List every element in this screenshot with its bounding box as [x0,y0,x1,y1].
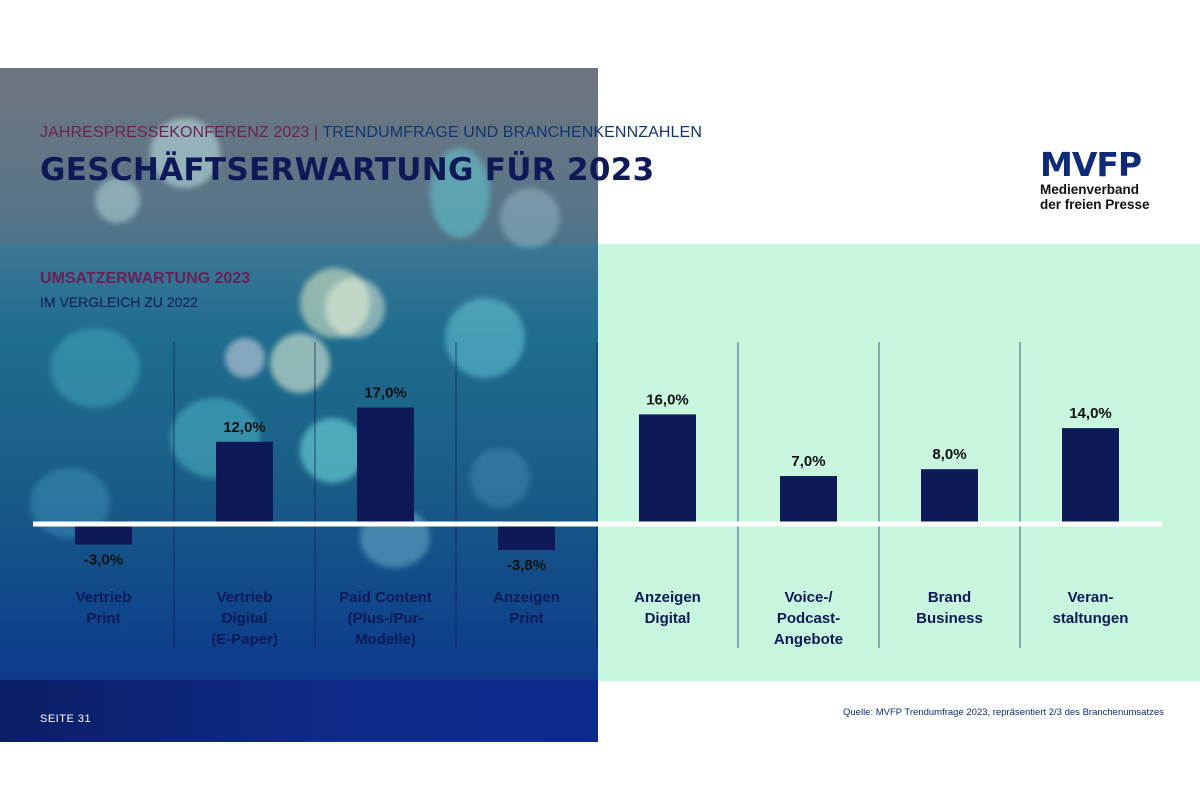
bar [357,407,414,524]
bokeh-light [300,268,370,338]
bar [216,441,273,524]
category-label: Anzeigen Print [493,589,560,627]
kicker-event: JAHRESPRESSEKONFERENZ 2023 [40,124,310,141]
category-label: Paid Content (Plus-/Pur-Modelle) [339,589,432,648]
data-label: 12,0% [223,419,266,436]
kicker-separator: | [313,124,319,141]
bokeh-light [150,118,220,188]
data-label: 14,0% [1069,405,1112,422]
logo-name-line1: Medienverband [1040,182,1140,197]
background-photo [0,68,598,742]
data-label: 8,0% [932,446,966,463]
logo-mark: MVFP [1040,145,1142,184]
kicker-topic: TRENDUMFRAGE UND BRANCHENKENNZAHLEN [322,124,702,141]
bar [639,414,696,524]
bokeh-light [270,333,330,393]
category-label: Vertrieb Print [76,589,132,627]
bokeh-light [225,338,265,378]
bar [780,476,837,524]
bokeh-light [445,298,525,378]
bokeh-light [95,178,140,223]
bar [921,469,978,524]
bokeh-light [300,418,365,483]
data-label: 16,0% [646,391,689,408]
chart-title: UMSATZERWARTUNG 2023 [40,270,251,287]
bokeh-light [500,188,560,248]
category-label: Vertrieb Digital (E-Paper) [211,589,278,648]
photo-top-band [0,68,598,244]
data-label: 17,0% [364,385,407,402]
photo-bottom-band [0,680,598,742]
category-label: Voice-/Podcast-Angebote [774,589,843,648]
bar [498,524,555,551]
page-number: SEITE 31 [40,713,92,725]
bokeh-light [325,278,385,338]
chart-subtitle: IM VERGLEICH ZU 2022 [40,294,198,310]
data-label: 7,0% [791,453,825,470]
page-title: GESCHÄFTSERWARTUNG FÜR 2023 [40,152,655,188]
bar [75,524,132,545]
data-label: -3,0% [84,552,123,569]
category-label: Anzeigen Digital [634,589,701,627]
page-kicker: JAHRESPRESSEKONFERENZ 2023 | TRENDUMFRAG… [40,124,702,142]
bokeh-light [470,448,530,508]
mvfp-logo: MVFP Medienverband der freien Presse [1040,145,1170,213]
data-label: -3,8% [507,557,546,574]
category-label: Brand Business [916,589,983,627]
source-note: Quelle: MVFP Trendumfrage 2023, repräsen… [843,707,1164,718]
category-label: Veran-staltungen [1053,589,1129,627]
logo-name-line2: der freien Presse [1040,197,1150,212]
bar [1062,428,1119,524]
bokeh-light [430,148,490,238]
bokeh-light [50,328,140,408]
